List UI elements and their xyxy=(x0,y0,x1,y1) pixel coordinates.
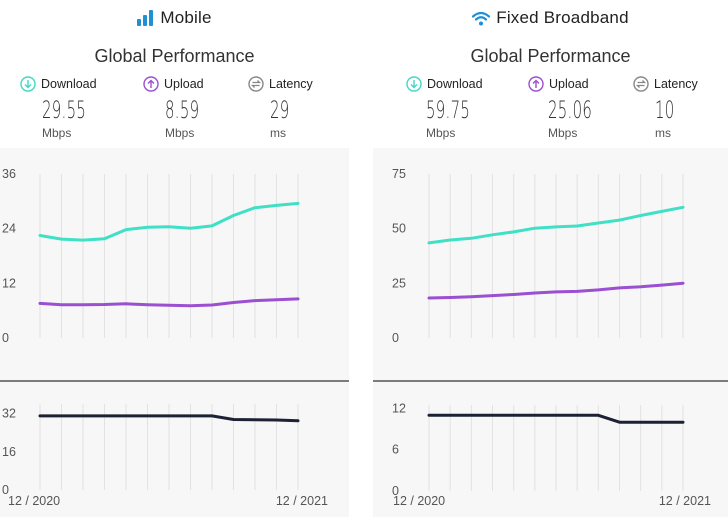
upload-arrow-icon xyxy=(143,76,159,92)
download-series-line xyxy=(38,201,300,242)
mobile-title-row: Mobile xyxy=(0,6,349,30)
speed-y-tick-label: 75 xyxy=(392,167,406,181)
speed-y-tick-label: 24 xyxy=(2,222,16,236)
upload-series-line xyxy=(38,297,300,308)
fixed-upload-metric: Upload 25.06 Mbps xyxy=(528,76,628,146)
speed-y-tick-label: 12 xyxy=(2,276,16,290)
upload-value: 8.59 xyxy=(165,96,200,124)
x-tick-label-end: 12 / 2021 xyxy=(276,494,328,508)
latency-arrows-icon xyxy=(248,76,264,92)
download-series-line xyxy=(427,205,685,245)
latency-series-line xyxy=(38,414,300,423)
x-tick-label-start: 12 / 2020 xyxy=(393,494,445,508)
download-label: Download xyxy=(427,77,483,91)
mobile-upload-metric: Upload 8.59 Mbps xyxy=(143,76,243,146)
fixed-header: Fixed Broadband Global Performance Downl… xyxy=(373,0,728,148)
latency-y-tick-label: 16 xyxy=(2,445,16,459)
download-unit: Mbps xyxy=(42,126,72,140)
latency-value: 29 xyxy=(270,96,290,124)
signal-bars-icon xyxy=(137,10,154,26)
latency-y-tick-label: 0 xyxy=(2,483,9,497)
latency-y-tick-label: 32 xyxy=(2,407,16,421)
latency-y-tick-label: 12 xyxy=(392,401,406,415)
download-value: 59.75 xyxy=(426,96,471,124)
download-value: 29.55 xyxy=(42,96,87,124)
latency-value: 10 xyxy=(655,96,675,124)
latency-label: Latency xyxy=(269,77,313,91)
mobile-panel: Mobile Global Performance Download 29.55… xyxy=(0,0,349,517)
latency-y-tick-label: 6 xyxy=(392,443,399,457)
speed-y-tick-label: 0 xyxy=(2,331,9,345)
upload-label: Upload xyxy=(164,77,204,91)
latency-label: Latency xyxy=(654,77,698,91)
fixed-download-metric: Download 59.75 Mbps xyxy=(406,76,506,146)
upload-arrow-icon xyxy=(528,76,544,92)
mobile-latency-metric: Latency 29 ms xyxy=(248,76,348,146)
fixed-chart: 0 25 50 75 0 6 12 12 / 2020 12 / 2021 xyxy=(373,167,728,508)
mobile-title: Mobile xyxy=(160,8,212,27)
latency-unit: ms xyxy=(655,126,671,140)
mobile-subtitle: Global Performance xyxy=(94,46,255,66)
speed-y-tick-label: 0 xyxy=(392,331,399,345)
fixed-subtitle: Global Performance xyxy=(470,46,631,66)
upload-series-line xyxy=(427,281,685,300)
wifi-icon xyxy=(472,11,491,25)
fixed-latency-metric: Latency 10 ms xyxy=(633,76,728,146)
fixed-panel: Fixed Broadband Global Performance Downl… xyxy=(373,0,728,517)
speed-y-tick-label: 50 xyxy=(392,222,406,236)
download-label: Download xyxy=(41,77,97,91)
mobile-chart: 0 12 24 36 0 16 32 12 / 2020 12 / 2021 xyxy=(0,167,349,508)
latency-y-tick-label: 0 xyxy=(392,484,399,498)
upload-label: Upload xyxy=(549,77,589,91)
upload-unit: Mbps xyxy=(548,126,578,140)
download-arrow-icon xyxy=(20,76,36,92)
upload-unit: Mbps xyxy=(165,126,195,140)
upload-value: 25.06 xyxy=(548,96,593,124)
mobile-header: Mobile Global Performance Download 29.55… xyxy=(0,0,349,148)
x-tick-label-start: 12 / 2020 xyxy=(8,494,60,508)
fixed-title-row: Fixed Broadband xyxy=(373,6,728,30)
download-arrow-icon xyxy=(406,76,422,92)
latency-series-line xyxy=(427,413,685,424)
x-tick-label-end: 12 / 2021 xyxy=(659,494,711,508)
latency-arrows-icon xyxy=(633,76,649,92)
fixed-title: Fixed Broadband xyxy=(496,8,629,27)
mobile-download-metric: Download 29.55 Mbps xyxy=(20,76,120,146)
latency-unit: ms xyxy=(270,126,286,140)
speed-y-tick-label: 25 xyxy=(392,276,406,290)
download-unit: Mbps xyxy=(426,126,456,140)
speed-y-tick-label: 36 xyxy=(2,167,16,181)
